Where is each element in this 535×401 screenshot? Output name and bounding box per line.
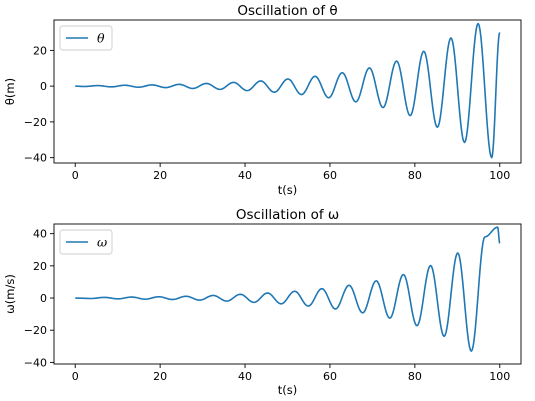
theta-chart: Oscillation of θ 0 20 40 60 80 100 −40 −20 0 20 t(s…: [3, 3, 522, 197]
theta-x-tick-label: 20: [153, 169, 167, 182]
omega-x-tick-label: 60: [323, 370, 337, 383]
theta-y-tick-label: −40: [24, 152, 47, 165]
theta-y-axis-label: θ(m): [3, 78, 17, 105]
omega-y-tick-label: 20: [33, 260, 47, 273]
theta-legend: θ: [59, 25, 113, 51]
omega-legend-label: ω: [97, 235, 107, 250]
omega-chart-title: Oscillation of ω: [236, 207, 339, 223]
omega-x-tick-label: 40: [238, 370, 252, 383]
theta-y-tick-label: −20: [24, 116, 47, 129]
omega-chart: Oscillation of ω 0 20 40 60 80 100 −40 −20 0 20 40 t…: [3, 207, 522, 397]
theta-x-tick-label: 100: [489, 169, 510, 182]
theta-x-axis-label: t(s): [278, 183, 297, 197]
omega-x-tick-label: 100: [489, 370, 510, 383]
theta-chart-title: Oscillation of θ: [237, 3, 337, 19]
omega-y-axis-label: ω(m/s): [3, 274, 17, 314]
omega-legend: ω: [59, 229, 113, 255]
omega-y-tick-label: 40: [33, 228, 47, 241]
omega-x-tick-label: 0: [72, 370, 79, 383]
omega-y-tick-label: 0: [40, 292, 47, 305]
omega-x-tick-label: 80: [408, 370, 422, 383]
theta-x-tick-label: 60: [323, 169, 337, 182]
theta-y-tick-label: 20: [33, 44, 47, 57]
omega-y-tick-label: −20: [24, 324, 47, 337]
theta-series-line: [75, 22, 501, 159]
theta-y-tick-label: 0: [40, 80, 47, 93]
omega-x-axis-label: t(s): [278, 383, 297, 397]
omega-y-tick-label: −40: [24, 356, 47, 369]
theta-x-tick-label: 0: [72, 169, 79, 182]
theta-x-tick-label: 80: [408, 169, 422, 182]
omega-x-tick-label: 20: [153, 370, 167, 383]
omega-series-line: [74, 226, 501, 352]
theta-legend-label: θ: [97, 31, 105, 46]
theta-plot-frame: [53, 19, 522, 164]
theta-x-tick-label: 40: [238, 169, 252, 182]
omega-plot-frame: [53, 223, 522, 365]
